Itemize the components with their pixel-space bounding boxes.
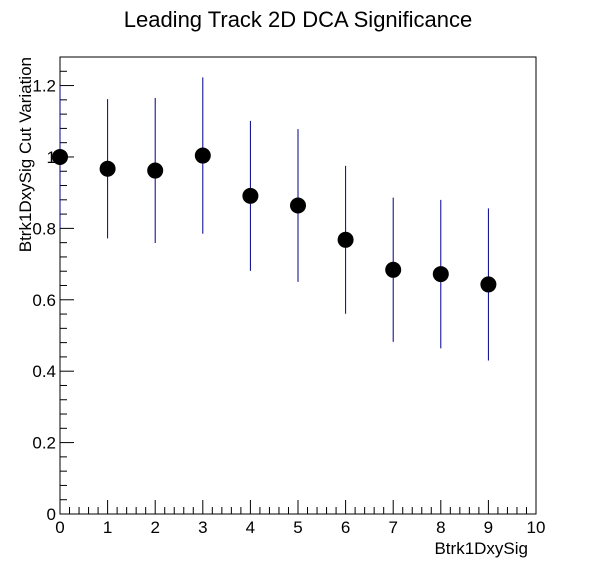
data-point	[385, 261, 402, 278]
x-tick-label: 6	[341, 518, 350, 537]
x-tick-label: 9	[484, 518, 493, 537]
data-point	[242, 187, 259, 204]
x-axis: 0 1 2 3 4 5 6 7 8 9 10	[55, 500, 545, 537]
data-point	[480, 276, 497, 293]
y-tick-label: 0.8	[32, 219, 56, 238]
data-point	[290, 197, 306, 214]
y-tick-label: 1.2	[32, 77, 56, 96]
x-tick-label: 8	[436, 518, 445, 537]
y-tick-label: 0.2	[32, 434, 56, 453]
y-tick-label: 0	[47, 505, 56, 524]
y-tick-label: 0.6	[32, 291, 56, 310]
x-tick-label: 5	[293, 518, 302, 537]
data-point	[147, 162, 164, 179]
plot-frame	[59, 56, 537, 515]
error-bars	[59, 77, 489, 361]
data-point	[432, 266, 449, 283]
data-point	[337, 231, 354, 248]
x-tick-label: 0	[55, 518, 64, 537]
data-points	[52, 147, 497, 293]
x-tick-label: 1	[103, 518, 112, 537]
y-tick-label: 0.4	[32, 362, 56, 381]
y-axis-label: Btrk1DxySig Cut Variation	[16, 57, 35, 252]
x-tick-label: 3	[198, 518, 207, 537]
x-axis-label: Btrk1DxySig	[434, 539, 528, 558]
x-tick-label: 4	[246, 518, 255, 537]
data-point	[99, 160, 116, 177]
y-tick-label: 1	[47, 148, 56, 167]
x-tick-label: 7	[388, 518, 397, 537]
x-tick-label: 2	[150, 518, 159, 537]
y-axis: 0 0.2 0.4 0.6 0.8 1 1.2	[32, 56, 74, 524]
chart-title: Leading Track 2D DCA Significance	[124, 7, 473, 32]
data-point	[194, 147, 211, 164]
data-point	[52, 148, 68, 165]
x-tick-label: 10	[527, 518, 546, 537]
